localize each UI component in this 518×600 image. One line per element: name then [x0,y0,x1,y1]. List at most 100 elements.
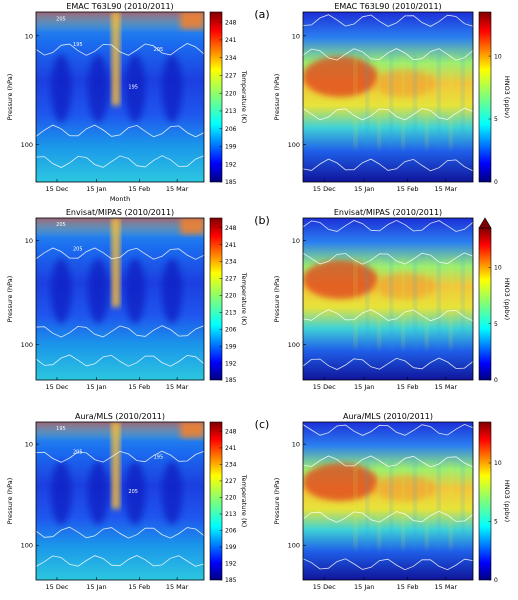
heatmap-texture [303,54,465,148]
x-tick-label: 15 Jan [354,583,374,591]
colorbar [209,421,223,581]
colorbar-tick-label: 206 [225,326,237,333]
plot-frame [302,11,474,183]
contour-line [302,455,474,468]
contour-lines [302,14,474,172]
colorbar-tick-label: 248 [225,19,237,26]
contour-line [302,357,474,370]
contour-label: 205 [73,450,83,456]
plot-frame [302,217,474,381]
colorbar-tick-label: 192 [225,561,237,568]
y-axis-label: Pressure (hPa) [273,478,281,525]
panel-label: (b) [254,214,270,227]
colorbar [478,227,492,381]
chart-title: Envisat/MIPAS (2010/2011) [66,208,174,217]
plot-frame [35,11,205,183]
panel-label: (a) [254,8,269,21]
colorbar-tick-label: 248 [225,429,237,436]
y-tick-label: 10 [25,441,33,449]
colorbar-tick-label: 220 [225,293,237,300]
chart-title: Aura/MLS (2010/2011) [75,412,165,421]
colorbar-tick-label: 206 [225,126,237,133]
y-tick-label: 10 [292,237,300,245]
contour-line [302,252,474,265]
contour-line [302,14,474,27]
x-tick-label: 15 Feb [397,383,419,391]
chart-panel-0: 205 195 205 195 EMAC T63L90 (2010/2011) 15 De… [6,2,248,203]
x-tick-label: 15 Dec [313,185,336,193]
colorbar-tick-label: 185 [225,179,237,186]
x-tick-label: 15 Mar [434,383,457,391]
y-tick-label: 10 [292,441,300,449]
x-tick-label: 15 Dec [46,383,69,391]
x-tick-label: 15 Jan [86,185,106,193]
y-axis-label: Pressure (hPa) [273,276,281,323]
heatmap-field [303,422,473,580]
colorbar-tick-label: 241 [225,242,237,249]
x-tick-label: 15 Jan [354,185,374,193]
x-tick-label: 15 Feb [128,185,150,193]
colorbar-tick-label: 241 [225,445,237,452]
x-tick-label: 15 Dec [46,583,69,591]
contour-lines [35,43,205,168]
colorbar-tick-label: 192 [225,161,237,168]
x-tick-label: 15 Jan [354,383,374,391]
colorbar [478,421,492,581]
colorbar-tick-label: 213 [225,511,237,518]
colorbar [478,11,492,183]
contour-line [35,124,205,138]
contour-line [302,219,474,232]
contour-label: 195 [154,454,164,460]
contour-line [302,510,474,523]
x-tick-label: 15 Mar [166,383,189,391]
heatmap-field [303,218,473,380]
y-axis-label: Pressure (hPa) [273,74,281,121]
chart-title: Envisat/MIPAS (2010/2011) [334,208,442,217]
chart-panel-5: Aura/MLS (2010/2011) 15 Dec 15 Jan 15 Feb 15… [255,412,511,591]
contour-label: 195 [128,85,138,91]
panels: 205 195 205 195 EMAC T63L90 (2010/2011) 15 De… [6,2,511,591]
contour-lines [35,247,205,367]
colorbar-tick-label: 0 [494,179,498,186]
colorbar-tick-label: 199 [225,144,237,151]
colorbar-tick-label: 0 [494,377,498,384]
chart-title: EMAC T63L90 (2010/2011) [66,2,173,11]
heatmap-texture [303,461,465,549]
contour-line [35,450,205,463]
colorbar-tick-label: 234 [225,259,237,266]
contour-line [35,247,205,260]
x-tick-label: 15 Jan [86,583,106,591]
contour-label: 205 [73,246,83,252]
contour-line [35,325,205,338]
x-tick-label: 15 Feb [397,185,419,193]
contour-line [35,354,205,367]
colorbar-tick-label: 10 [494,53,502,60]
chart-title: EMAC T63L90 (2010/2011) [334,2,441,11]
contour-line [302,309,474,322]
colorbar-tick-label: 192 [225,360,237,367]
x-tick-label: 15 Dec [313,583,336,591]
y-tick-label: 100 [288,141,300,149]
colorbar-label: HNO3 (ppbv) [503,76,511,118]
colorbar-label: Temperature (K) [240,70,248,124]
heatmap-texture [36,422,204,525]
colorbar-tick-label: 241 [225,37,237,44]
colorbar-tick-label: 227 [225,478,237,485]
x-tick-label: 15 Dec [313,383,336,391]
x-tick-label: 15 Mar [434,185,457,193]
contour-label: 195 [73,42,83,48]
colorbar-extend-arrow [478,217,492,229]
contour-line [302,423,474,436]
colorbar-tick-label: 220 [225,90,237,97]
colorbar-tick-label: 234 [225,462,237,469]
plot-frame [302,421,474,581]
y-axis-label: Pressure (hPa) [6,74,14,121]
x-tick-label: 15 Jan [86,383,106,391]
contour-line [35,526,205,539]
colorbar-label: Temperature (K) [240,474,248,528]
contour-line [302,558,474,571]
contour-line [302,107,474,121]
colorbar-tick-label: 185 [225,377,237,384]
